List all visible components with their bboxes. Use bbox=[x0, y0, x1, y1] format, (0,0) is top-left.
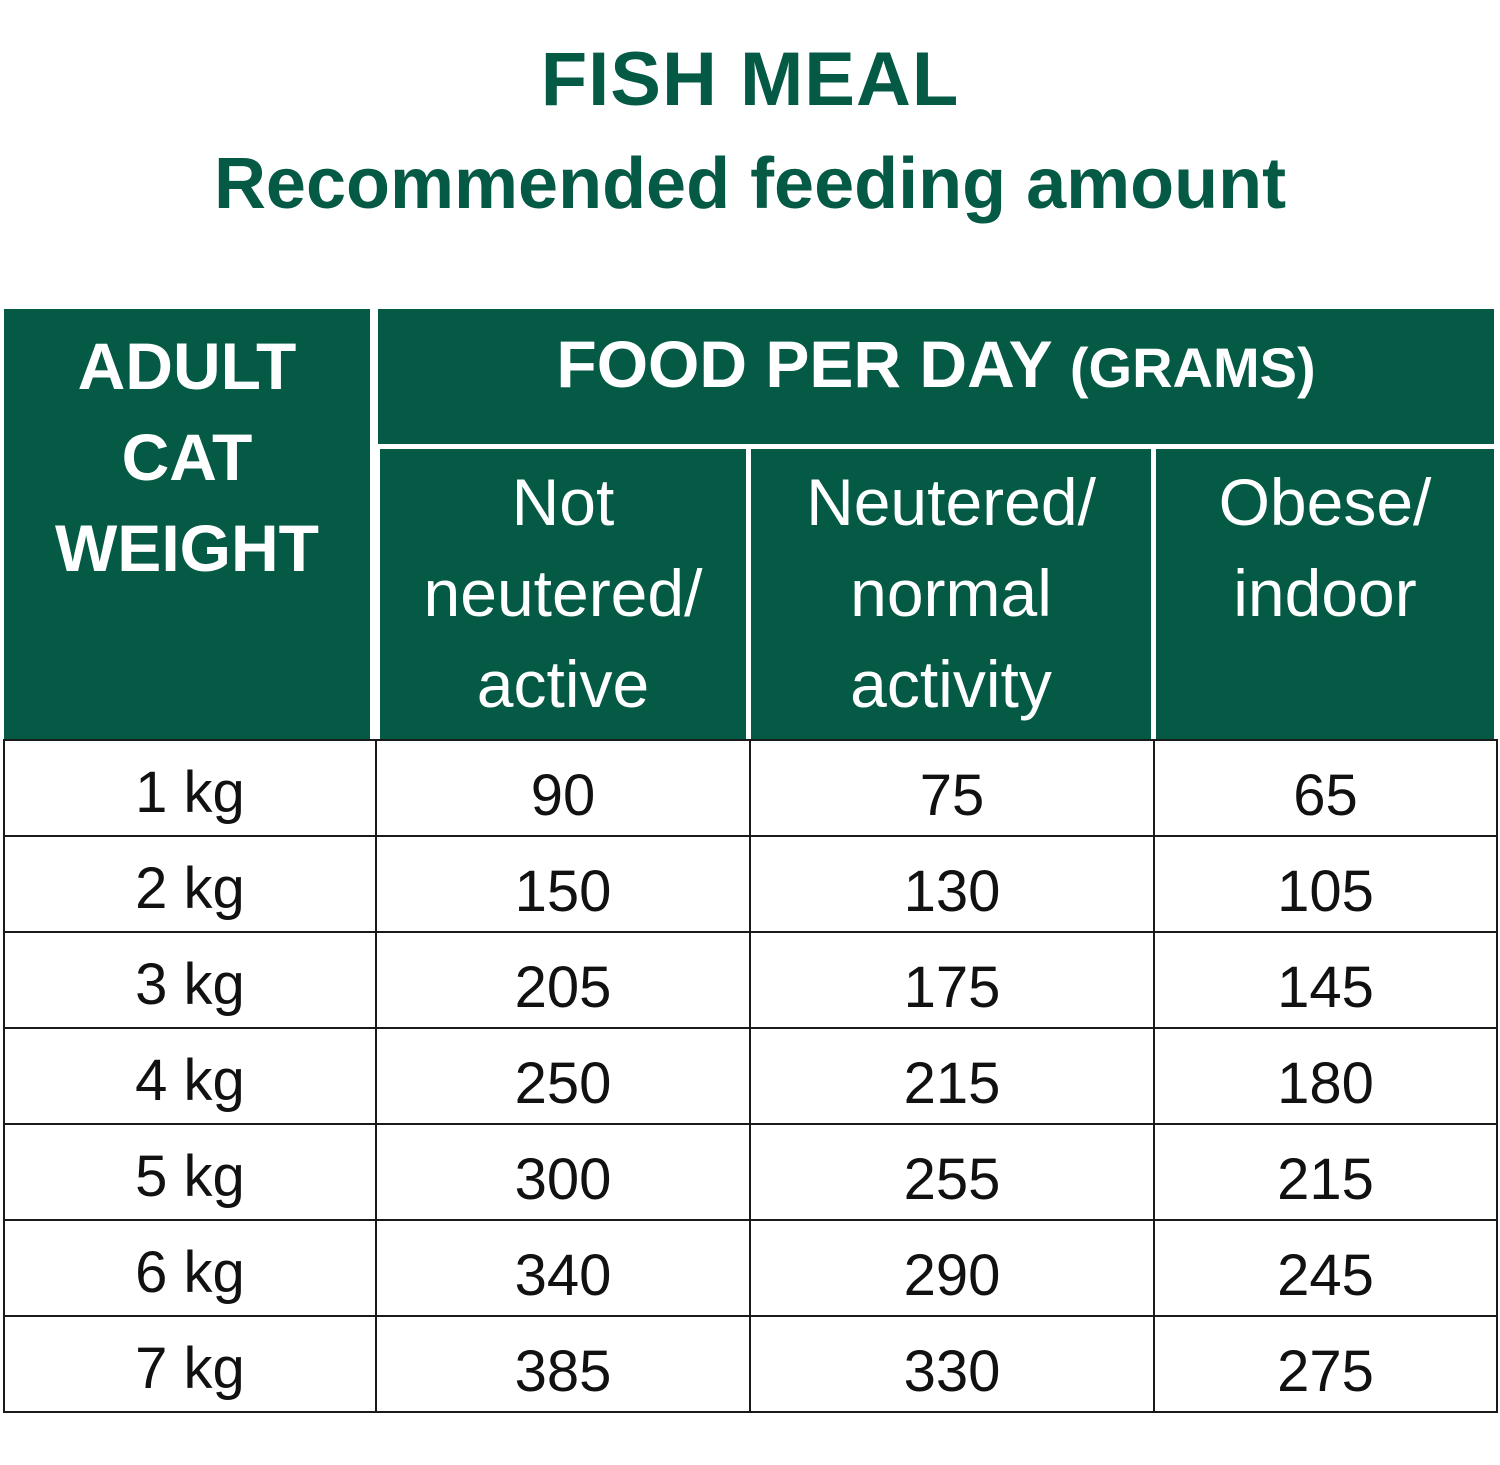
header-column-line: Obese/ bbox=[1218, 465, 1432, 539]
value-cell: 130 bbox=[749, 835, 1155, 933]
table-row: 5 kg 300 255 215 bbox=[3, 1123, 1498, 1221]
header-column-line: Not bbox=[511, 465, 615, 539]
weight-cell: 3 kg bbox=[3, 931, 377, 1029]
header-adult-cat-weight: ADULT CAT WEIGHT bbox=[4, 309, 370, 739]
header-not-neutered-active: Not neutered/ active bbox=[380, 449, 746, 739]
value-cell: 215 bbox=[1153, 1123, 1498, 1221]
value-cell: 75 bbox=[749, 739, 1155, 837]
value-cell: 90 bbox=[375, 739, 751, 837]
value-cell: 250 bbox=[375, 1027, 751, 1125]
weight-cell: 1 kg bbox=[3, 739, 377, 837]
header-column-line: Neutered/ bbox=[806, 465, 1096, 539]
value-cell: 300 bbox=[375, 1123, 751, 1221]
header-neutered-normal-activity: Neutered/ normal activity bbox=[751, 449, 1151, 739]
page-subtitle: Recommended feeding amount bbox=[213, 144, 1287, 224]
header-column-line: active bbox=[476, 647, 650, 721]
page-title: FISH MEAL bbox=[540, 37, 960, 122]
value-cell: 180 bbox=[1153, 1027, 1498, 1125]
value-cell: 215 bbox=[749, 1027, 1155, 1125]
header-column-line: normal bbox=[850, 556, 1052, 630]
header-weight-line: CAT bbox=[121, 420, 253, 494]
header-column-line: neutered/ bbox=[423, 556, 703, 630]
value-cell: 105 bbox=[1153, 835, 1498, 933]
header-weight-line: ADULT bbox=[77, 329, 297, 403]
value-cell: 330 bbox=[749, 1315, 1155, 1413]
value-cell: 150 bbox=[375, 835, 751, 933]
weight-cell: 2 kg bbox=[3, 835, 377, 933]
feeding-table: 1 kg 90 75 65 2 kg 150 130 105 3 kg 205 … bbox=[3, 739, 1498, 1413]
weight-cell: 4 kg bbox=[3, 1027, 377, 1125]
header-column-line: activity bbox=[850, 647, 1052, 721]
header-obese-indoor: Obese/ indoor bbox=[1156, 449, 1494, 739]
weight-cell: 6 kg bbox=[3, 1219, 377, 1317]
table-row: 7 kg 385 330 275 bbox=[3, 1315, 1498, 1413]
table-row: 1 kg 90 75 65 bbox=[3, 739, 1498, 837]
weight-cell: 7 kg bbox=[3, 1315, 377, 1413]
table-row: 6 kg 340 290 245 bbox=[3, 1219, 1498, 1317]
weight-cell: 5 kg bbox=[3, 1123, 377, 1221]
value-cell: 275 bbox=[1153, 1315, 1498, 1413]
value-cell: 385 bbox=[375, 1315, 751, 1413]
value-cell: 340 bbox=[375, 1219, 751, 1317]
header-food-label: FOOD PER DAY bbox=[556, 327, 1052, 401]
value-cell: 145 bbox=[1153, 931, 1498, 1029]
value-cell: 65 bbox=[1153, 739, 1498, 837]
value-cell: 245 bbox=[1153, 1219, 1498, 1317]
header-food-units: (GRAMS) bbox=[1069, 336, 1316, 399]
table-row: 2 kg 150 130 105 bbox=[3, 835, 1498, 933]
value-cell: 290 bbox=[749, 1219, 1155, 1317]
table-row: 4 kg 250 215 180 bbox=[3, 1027, 1498, 1125]
value-cell: 175 bbox=[749, 931, 1155, 1029]
value-cell: 255 bbox=[749, 1123, 1155, 1221]
value-cell: 205 bbox=[375, 931, 751, 1029]
table-row: 3 kg 205 175 145 bbox=[3, 931, 1498, 1029]
header-weight-line: WEIGHT bbox=[55, 511, 319, 585]
header-column-line: indoor bbox=[1233, 556, 1417, 630]
header-food-per-day: FOOD PER DAY (GRAMS) bbox=[378, 309, 1494, 444]
